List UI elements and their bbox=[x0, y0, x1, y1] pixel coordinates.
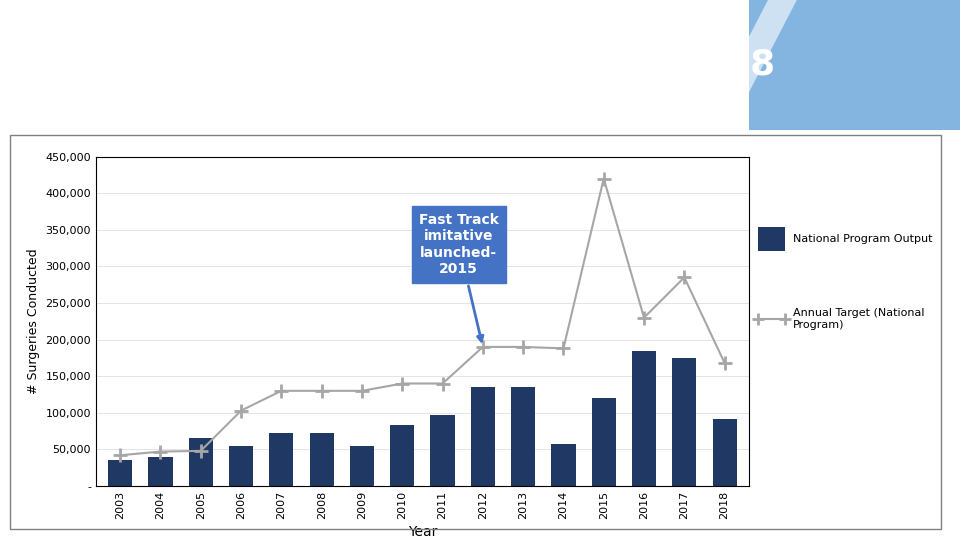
Bar bbox=[269, 433, 294, 486]
Bar bbox=[758, 227, 785, 251]
Bar bbox=[430, 415, 455, 486]
Bar bbox=[551, 443, 576, 486]
Bar bbox=[229, 446, 253, 486]
Bar bbox=[309, 433, 334, 486]
Y-axis label: # Surgeries Conducted: # Surgeries Conducted bbox=[27, 248, 40, 394]
Bar bbox=[591, 398, 615, 486]
Bar bbox=[511, 387, 536, 486]
Bar bbox=[712, 418, 736, 486]
Bar bbox=[470, 387, 495, 486]
Text: Fast Track
imitative
launched-
2015: Fast Track imitative launched- 2015 bbox=[419, 213, 498, 341]
Bar bbox=[349, 446, 374, 486]
Bar bbox=[189, 438, 213, 486]
Bar bbox=[672, 358, 696, 486]
Bar bbox=[390, 425, 415, 486]
Polygon shape bbox=[701, 0, 797, 130]
Bar bbox=[749, 0, 960, 130]
Bar bbox=[149, 457, 173, 486]
Bar bbox=[108, 461, 132, 486]
X-axis label: Year: Year bbox=[408, 525, 437, 539]
Text: National Program Output: National Program Output bbox=[793, 234, 932, 244]
Text: Annual Target (National
Program): Annual Target (National Program) bbox=[793, 308, 924, 330]
Text: Trichiasis surgical output, 2001-2018: Trichiasis surgical output, 2001-2018 bbox=[19, 48, 776, 82]
Bar bbox=[632, 350, 656, 486]
